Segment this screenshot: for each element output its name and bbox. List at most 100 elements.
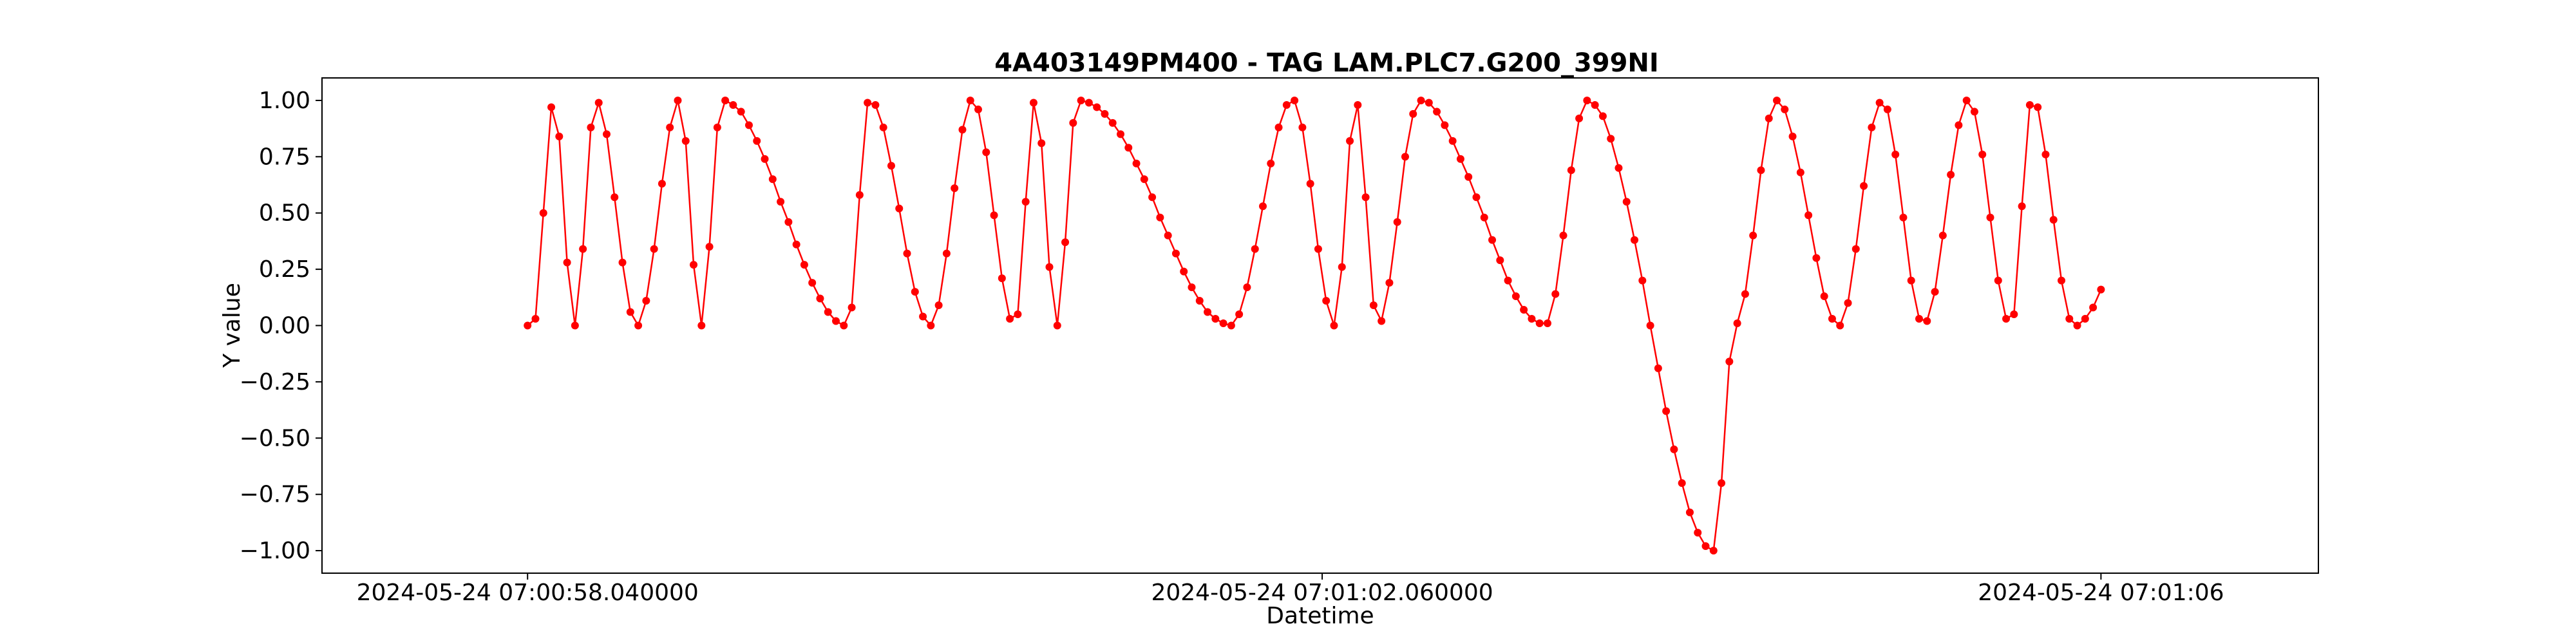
- x-axis-label: Datetime: [1266, 603, 1374, 629]
- data-point: [1528, 315, 1536, 323]
- data-point: [1258, 202, 1267, 211]
- data-point: [871, 100, 880, 109]
- data-point: [1393, 218, 1401, 226]
- data-point: [792, 240, 800, 249]
- data-point: [1915, 315, 1923, 323]
- data-point: [1907, 276, 1915, 285]
- data-point: [951, 184, 959, 193]
- data-point: [1069, 118, 1077, 127]
- data-point: [1227, 321, 1235, 330]
- data-point: [1701, 542, 1710, 551]
- data-point: [1781, 105, 1789, 113]
- data-point: [1425, 99, 1433, 107]
- data-point: [1014, 310, 1022, 319]
- data-point: [674, 96, 682, 104]
- data-point: [1306, 180, 1314, 188]
- data-point: [1472, 193, 1481, 202]
- data-point: [1282, 100, 1291, 109]
- data-point: [848, 303, 856, 312]
- data-point: [1654, 364, 1662, 372]
- data-point: [594, 99, 603, 107]
- data-point: [2065, 315, 2074, 323]
- data-point: [1994, 276, 2002, 285]
- data-point: [1575, 114, 1584, 122]
- y-axis-label: Y value: [219, 283, 245, 368]
- data-point: [1899, 213, 1908, 222]
- data-point: [1970, 108, 1978, 116]
- data-point: [1101, 109, 1109, 118]
- data-point: [903, 249, 911, 258]
- data-point: [966, 96, 974, 104]
- data-point: [982, 148, 990, 156]
- data-point: [524, 321, 532, 330]
- data-point: [1828, 315, 1836, 323]
- data-point: [879, 123, 887, 131]
- data-point: [784, 218, 793, 226]
- data-point: [1757, 166, 1765, 175]
- data-point: [2097, 285, 2105, 294]
- data-point: [744, 121, 753, 129]
- data-point: [1962, 96, 1971, 104]
- data-point: [911, 288, 919, 296]
- data-point: [1615, 164, 1623, 172]
- data-point: [1401, 153, 1409, 161]
- data-point: [626, 308, 634, 316]
- data-point: [2073, 321, 2081, 330]
- data-point: [650, 245, 658, 253]
- data-point: [1006, 315, 1014, 323]
- data-point: [1931, 288, 1939, 296]
- data-point: [2057, 276, 2065, 285]
- data-point: [563, 258, 571, 267]
- data-point: [1662, 407, 1671, 415]
- data-point: [895, 204, 904, 213]
- data-point: [1045, 263, 1054, 271]
- y-tick-label: −0.75: [240, 482, 310, 508]
- data-point: [942, 249, 951, 258]
- data-point: [1385, 279, 1394, 287]
- data-point: [1598, 112, 1607, 120]
- data-point: [1029, 99, 1037, 107]
- data-point: [1211, 315, 1220, 323]
- data-point: [1891, 150, 1900, 158]
- data-point: [2034, 103, 2042, 111]
- data-point: [1156, 213, 1164, 222]
- data-point: [1749, 231, 1757, 240]
- data-point: [1947, 171, 1955, 179]
- data-point: [1646, 321, 1654, 330]
- y-tick-label: 0.00: [259, 313, 310, 339]
- data-point: [602, 130, 611, 138]
- data-point: [1108, 118, 1117, 127]
- data-point: [1441, 121, 1449, 129]
- data-point: [1796, 168, 1804, 176]
- data-point: [1543, 319, 1551, 328]
- data-point: [1844, 299, 1852, 307]
- data-point: [887, 162, 895, 170]
- data-point: [974, 105, 983, 113]
- data-point: [713, 123, 721, 131]
- data-point: [753, 137, 761, 145]
- data-point: [1361, 193, 1370, 202]
- data-point: [1053, 321, 1061, 330]
- x-tick-label: 2024-05-24 07:01:02.060000: [1151, 580, 1493, 606]
- data-point: [2010, 310, 2018, 319]
- data-point: [1251, 245, 1259, 253]
- data-point: [1124, 144, 1133, 152]
- data-point: [1820, 292, 1828, 301]
- data-point: [1291, 96, 1299, 104]
- data-point: [634, 321, 643, 330]
- data-point: [1464, 173, 1473, 181]
- data-point: [579, 245, 587, 253]
- data-point: [990, 211, 998, 220]
- data-point: [2018, 202, 2026, 211]
- data-point: [1338, 263, 1346, 271]
- data-point: [1804, 211, 1813, 220]
- data-point: [1164, 231, 1172, 240]
- data-point: [761, 155, 769, 163]
- data-point: [1417, 96, 1425, 104]
- data-point: [1378, 317, 1386, 325]
- data-point: [1607, 135, 1615, 143]
- data-point: [1622, 198, 1631, 206]
- data-point: [587, 123, 595, 131]
- data-point: [1077, 96, 1085, 104]
